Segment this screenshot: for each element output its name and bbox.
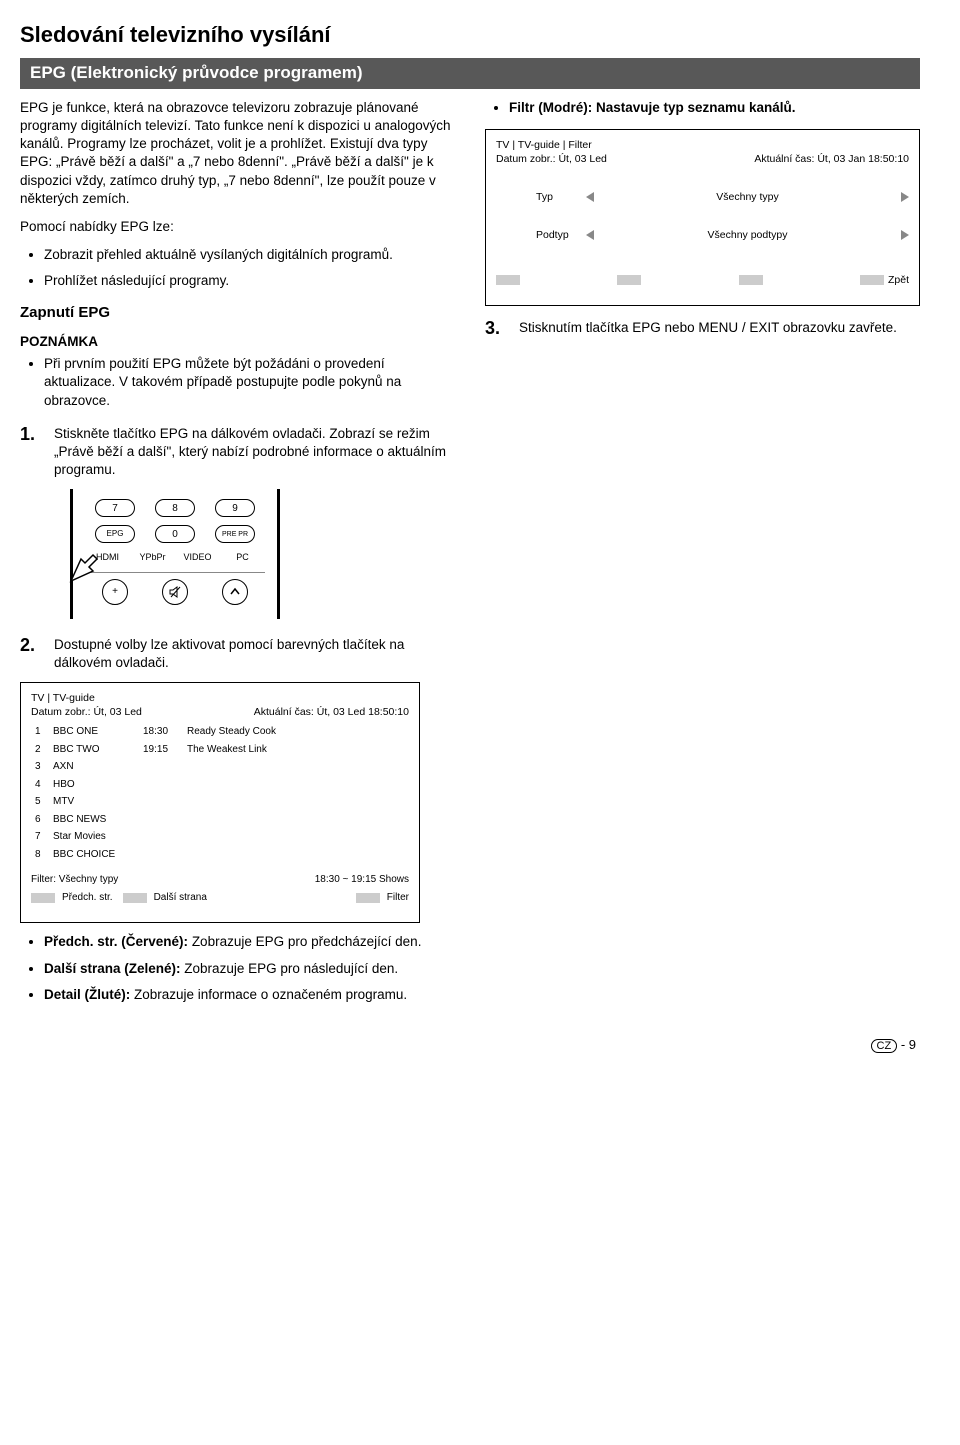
guide-row: 1BBC ONE18:30Ready Steady Cook — [31, 723, 409, 741]
right-column: Filtr (Modré): Nastavuje typ seznamu kan… — [485, 99, 920, 1016]
filter-osd: TV | TV-guide | Filter Datum zobr.: Út, … — [485, 129, 920, 306]
color-button-desc: Předch. str. (Červené): Zobrazuje EPG pr… — [44, 933, 455, 1004]
arrow-left-icon — [586, 192, 594, 202]
epg-functions-list: Zobrazit přehled aktuálně vysílaných dig… — [44, 246, 455, 290]
remote-btn-9: 9 — [215, 499, 255, 517]
guide-range: 18:30 ~ 19:15 Shows — [315, 873, 409, 887]
lang-badge: CZ — [871, 1039, 898, 1053]
filter-subtype-value: Všechny podtypy — [608, 228, 887, 242]
foot-green: Další strana — [154, 891, 207, 905]
guide-row: 3AXN — [31, 758, 409, 776]
page-number: - 9 — [901, 1037, 916, 1052]
osd-path: TV | TV-guide — [31, 691, 142, 705]
filter-bullet: Filtr (Modré): Nastavuje typ seznamu kan… — [509, 99, 920, 117]
foot-blue: Filter — [387, 891, 409, 905]
remote-btn-0: 0 — [155, 525, 195, 543]
remote-lbl-ypbpr: YPbPr — [133, 551, 173, 563]
guide-table: 1BBC ONE18:30Ready Steady Cook2BBC TWO19… — [31, 723, 409, 863]
section-heading: EPG (Elektronický průvodce programem) — [20, 58, 920, 89]
desc-yellow: Detail (Žluté): Zobrazuje informace o oz… — [44, 986, 455, 1004]
remote-btn-mute — [162, 579, 188, 605]
filter-type-value: Všechny typy — [608, 190, 887, 204]
arrow-right-icon — [901, 230, 909, 240]
guide-filter: Filter: Všechny typy — [31, 873, 118, 887]
guide-row: 6BBC NEWS — [31, 811, 409, 829]
guide-row: 7Star Movies — [31, 828, 409, 846]
filter-osd-path: TV | TV-guide | Filter — [496, 138, 607, 152]
guide-row: 5MTV — [31, 793, 409, 811]
osd-now: Aktuální čas: Út, 03 Led 18:50:10 — [254, 705, 409, 719]
intro-text: EPG je funkce, která na obrazovce televi… — [20, 99, 455, 208]
step-number: 1. — [20, 422, 42, 480]
remote-btn-up — [222, 579, 248, 605]
guide-row: 2BBC TWO19:15The Weakest Link — [31, 741, 409, 759]
step3-text: Stisknutím tlačítka EPG nebo MENU / EXIT… — [519, 316, 920, 340]
remote-btn-epg: EPG — [95, 525, 135, 543]
epg-guide-osd: TV | TV-guide Datum zobr.: Út, 03 Led Ak… — [20, 682, 420, 923]
page-title: Sledování televizního vysílání — [20, 20, 920, 50]
filter-back: Zpět — [888, 274, 909, 286]
filter-osd-now: Aktuální čas: Út, 03 Jan 18:50:10 — [754, 152, 909, 166]
desc-red: Předch. str. (Červené): Zobrazuje EPG pr… — [44, 933, 455, 951]
filter-osd-date: Datum zobr.: Út, 03 Led — [496, 152, 607, 166]
remote-btn-plus: + — [102, 579, 128, 605]
remote-lbl-pc: PC — [223, 551, 263, 563]
subheading-on: Zapnutí EPG — [20, 303, 455, 323]
step-number: 2. — [20, 633, 42, 672]
remote-illustration: 7 8 9 EPG 0 PRE PR HDMI YPbPr VIDEO PC + — [70, 489, 280, 618]
remote-btn-prepr: PRE PR — [215, 525, 255, 543]
step-number: 3. — [485, 316, 507, 340]
desc-green: Další strana (Zelené): Zobrazuje EPG pro… — [44, 960, 455, 978]
guide-row: 8BBC CHOICE — [31, 846, 409, 864]
arrow-right-icon — [901, 192, 909, 202]
note-label: POZNÁMKA — [20, 334, 98, 349]
filter-subtype-label: Podtyp — [496, 228, 586, 242]
osd-date: Datum zobr.: Út, 03 Led — [31, 705, 142, 719]
arrow-left-icon — [586, 230, 594, 240]
step1-text: Stiskněte tlačítko EPG na dálkovém ovlad… — [54, 422, 455, 480]
filter-type-label: Typ — [496, 190, 586, 204]
left-column: EPG je funkce, která na obrazovce televi… — [20, 99, 455, 1016]
guide-row: 4HBO — [31, 776, 409, 794]
remote-lbl-video: VIDEO — [178, 551, 218, 563]
note-text: Při prvním použití EPG můžete být požádá… — [44, 355, 455, 410]
epg-func-item: Zobrazit přehled aktuálně vysílaných dig… — [44, 246, 455, 264]
remote-btn-7: 7 — [95, 499, 135, 517]
pointer-icon — [63, 547, 105, 589]
epg-func-item: Prohlížet následující programy. — [44, 272, 455, 290]
foot-red: Předch. str. — [62, 891, 113, 905]
page-footer: CZ - 9 — [20, 1036, 920, 1054]
step2-text: Dostupné volby lze aktivovat pomocí bare… — [54, 633, 455, 672]
remote-btn-8: 8 — [155, 499, 195, 517]
epg-functions-intro: Pomocí nabídky EPG lze: — [20, 218, 455, 236]
